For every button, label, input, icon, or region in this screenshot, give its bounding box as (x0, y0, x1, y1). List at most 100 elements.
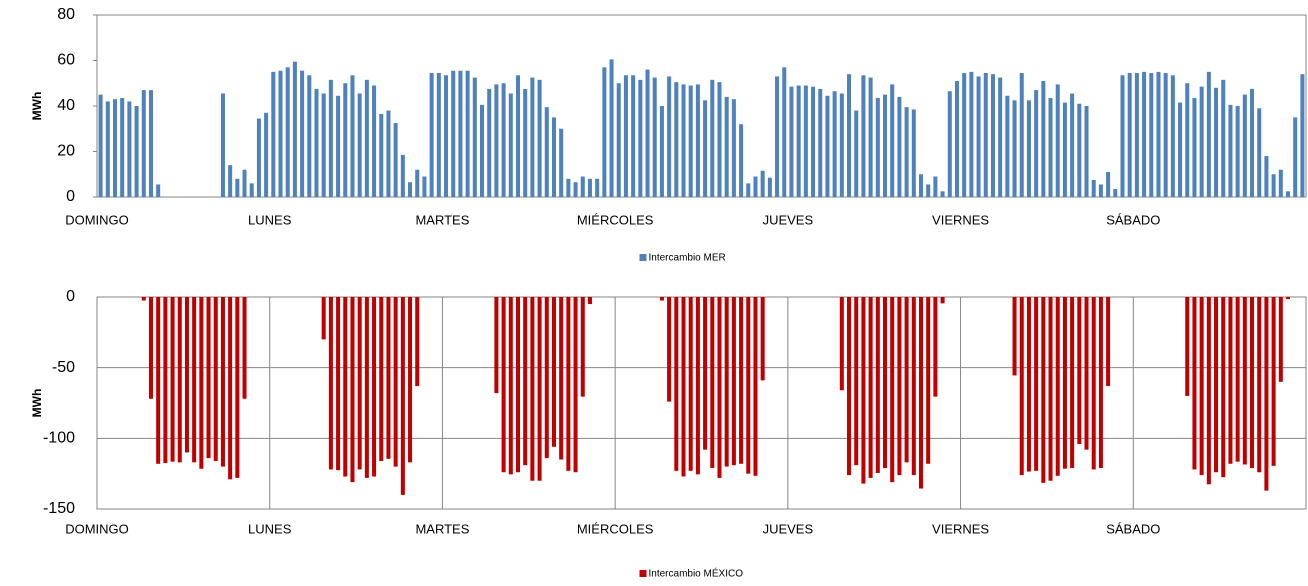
bar (206, 297, 211, 459)
bar (1235, 297, 1240, 462)
bar (753, 297, 758, 476)
bar (328, 79, 333, 197)
bar (105, 101, 110, 197)
bar (1062, 102, 1067, 197)
bar (386, 297, 391, 459)
bar (1235, 106, 1240, 197)
bar (1285, 191, 1291, 197)
bar (321, 93, 326, 197)
bar (1170, 75, 1175, 197)
bar (292, 61, 297, 198)
bar (436, 73, 441, 197)
bar (256, 118, 261, 197)
bar (508, 297, 513, 475)
bar (1293, 117, 1298, 197)
bar (350, 297, 355, 483)
bar (228, 297, 233, 480)
bar (1185, 83, 1190, 197)
bar (199, 297, 204, 469)
bar (861, 75, 866, 197)
bar (328, 297, 333, 470)
bar (904, 107, 909, 197)
bar (1242, 297, 1247, 465)
bar (645, 69, 650, 197)
bar (1026, 297, 1031, 472)
x-tick-label: SÁBADO (1106, 212, 1160, 227)
y-tick-label: -150 (43, 500, 75, 517)
bar (926, 184, 931, 197)
y-axis-label: MWh (30, 92, 44, 121)
bar (177, 297, 182, 463)
bar (1084, 106, 1089, 197)
bar (1120, 75, 1125, 197)
bar (364, 79, 369, 197)
x-tick-label: MIÉRCOLES (577, 212, 654, 227)
bar (472, 77, 477, 197)
bar (609, 59, 614, 197)
bar (537, 297, 542, 481)
bar (652, 77, 657, 197)
bar (141, 297, 146, 301)
x-tick-label: DOMINGO (65, 212, 129, 227)
bar (674, 82, 679, 197)
bar (501, 83, 506, 197)
y-tick-label: 0 (66, 188, 75, 205)
bar (141, 90, 146, 197)
bar (739, 124, 744, 197)
bar (422, 176, 427, 197)
bar (278, 70, 283, 197)
bar (667, 76, 672, 197)
bar (249, 183, 254, 197)
bar (1242, 94, 1247, 197)
bar (976, 76, 981, 197)
x-tick-label: VIERNES (932, 212, 989, 227)
bar (479, 104, 485, 197)
bar (1084, 297, 1089, 450)
bar (710, 79, 715, 197)
bar (530, 77, 535, 197)
bar (587, 178, 592, 197)
bar (616, 83, 621, 197)
bar (1098, 297, 1103, 469)
bar (918, 174, 924, 197)
bar (357, 93, 362, 197)
bar (926, 297, 931, 464)
bar (156, 297, 161, 464)
bar (156, 184, 161, 197)
bar (731, 297, 736, 466)
bar (271, 71, 276, 197)
bar (429, 73, 434, 197)
bar (1062, 297, 1067, 469)
bar (746, 183, 751, 197)
bar (379, 113, 384, 197)
bar (343, 297, 348, 477)
x-tick-label: JUEVES (763, 212, 814, 227)
bar (1214, 87, 1219, 197)
bar (1127, 73, 1132, 197)
bar (847, 297, 852, 476)
bar (415, 297, 420, 387)
bar (731, 99, 736, 197)
bar (832, 91, 837, 197)
bar (1070, 297, 1075, 469)
bar (559, 297, 564, 460)
bar (544, 107, 549, 197)
bar (767, 177, 772, 197)
bar (674, 297, 679, 471)
bar (911, 109, 916, 197)
bar (451, 70, 456, 197)
bar (1257, 108, 1262, 197)
bar (703, 297, 708, 450)
bar (336, 95, 341, 197)
bar (688, 85, 693, 197)
bar (1012, 100, 1017, 197)
bar (400, 297, 405, 495)
bar (1055, 84, 1060, 197)
bar (321, 297, 326, 340)
plot-border (96, 14, 1307, 198)
bar (1106, 297, 1111, 387)
bar (127, 101, 132, 197)
bar (134, 106, 139, 197)
bar (890, 84, 895, 197)
bar (688, 297, 693, 471)
